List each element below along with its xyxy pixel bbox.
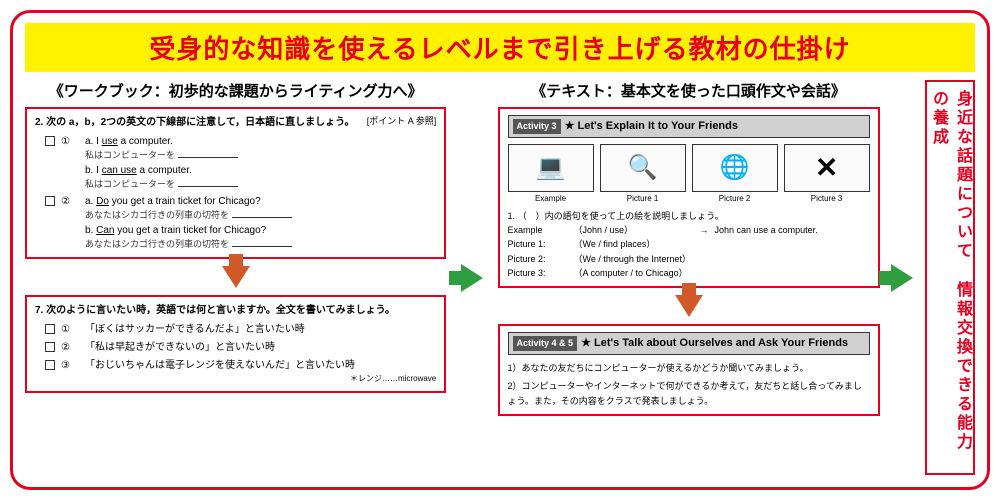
q7-1-num: ① <box>61 322 79 337</box>
q7-instruction: 次のように言いたい時，英語では何と言いますか。全文を書いてみましょう。 <box>46 305 395 316</box>
left-subtitle: 《ワークブック：初歩的な課題からライティング力へ》 <box>25 80 446 101</box>
right-subtitle: 《テキスト：基本文を使った口頭作文や会話》 <box>498 80 880 101</box>
pic-label-1: Picture 1 <box>600 193 686 205</box>
left-column: 《ワークブック：初歩的な課題からライティング力へ》 2. 次の a，b，2つの英… <box>25 80 446 475</box>
q2-2a-en: Do you get a train ticket for Chicago? <box>96 196 261 207</box>
q2-1a-en: I use a computer. <box>96 136 173 147</box>
right-column: 《テキスト：基本文を使った口頭作文や会話》 Activity 3 ★ Let's… <box>498 80 880 475</box>
p3-label: Picture 3: <box>508 266 568 280</box>
q2-1a-jp: 私はコンピューターを <box>85 150 175 160</box>
activity3-body: 1. （ ）内の語句を使って上の絵を説明しましょう。 Example （John… <box>508 209 870 281</box>
q7-3-text: 「おじいちゃんは電子レンジを使えないんだ」と言いたい時 <box>85 360 355 371</box>
down-arrow-left <box>25 259 446 295</box>
q2-instruction: 次の a，b，2つの英文の下線部に注意して，日本語に直しましょう。 <box>46 117 354 128</box>
checkbox-icon[interactable] <box>45 342 55 352</box>
pic-label-0: Example <box>508 193 594 205</box>
rightmost-arrow-col <box>888 80 917 475</box>
act45-l1-num: 1） <box>508 363 522 373</box>
title-banner: 受身的な知識を使えるレベルまで引き上げる教材の仕掛け <box>25 23 975 72</box>
q2-header: 2. 次の a，b，2つの英文の下線部に注意して，日本語に直しましょう。 [ポイ… <box>35 115 436 130</box>
q2-num: 2. <box>35 117 43 128</box>
activity3-title: ★ Let's Explain It to Your Friends <box>565 118 738 135</box>
q2-item-2: ② a. Do you get a train ticket for Chica… <box>45 194 436 251</box>
workbook-box-2: 7. 次のように言いたい時，英語では何と言いますか。全文を書いてみましょう。 ①… <box>25 295 446 393</box>
blank-line[interactable] <box>178 149 238 158</box>
checkbox-icon[interactable] <box>45 324 55 334</box>
blank-line[interactable] <box>232 209 292 218</box>
activity45-header: Activity 4 & 5 ★ Let's Talk about Oursel… <box>508 332 870 355</box>
p1-hint: （We / find places） <box>574 237 656 251</box>
q2-point: [ポイント A 参照] <box>367 115 437 130</box>
q2-2b-en: Can you get a train ticket for Chicago? <box>96 225 266 236</box>
q2-item1-num: ① <box>61 134 79 149</box>
vertical-goal-text: 身近な話題について 情報交換できる能力の養成 <box>926 90 974 465</box>
p3-hint: （A computer / to Chicago） <box>574 266 688 280</box>
vertical-goal-box: 身近な話題について 情報交換できる能力の養成 <box>925 80 975 475</box>
act45-l1-text: あなたの友だちにコンピューターが使えるかどうか聞いてみましょう。 <box>522 363 809 373</box>
textbook-box-2: Activity 4 & 5 ★ Let's Talk about Oursel… <box>498 324 880 416</box>
blank-line[interactable] <box>232 238 292 247</box>
arrow-right-icon <box>461 264 483 292</box>
q7-3-note: ＊レンジ……microwave <box>350 373 436 385</box>
q7-1-text: 「ぼくはサッカーができるんだよ」と言いたい時 <box>85 322 436 337</box>
example-label: Example <box>508 223 568 237</box>
p1-label: Picture 1: <box>508 237 568 251</box>
activity45-tab: Activity 4 & 5 <box>513 336 578 352</box>
q7-2-num: ② <box>61 340 79 355</box>
checkbox-icon[interactable] <box>45 360 55 370</box>
q2-2a-jp: あなたはシカゴ行きの列車の切符を <box>85 210 229 220</box>
picture-row: 💻Example 🔍Picture 1 🌐Picture 2 ✕Picture … <box>508 144 870 205</box>
act3-line1-num: 1. <box>508 211 516 221</box>
q7-item-1: ① 「ぼくはサッカーができるんだよ」と言いたい時 <box>45 322 436 337</box>
example-hint: （John / use） <box>574 223 694 237</box>
q2-2b-jp: あなたはシカゴ行きの列車の切符を <box>85 239 229 249</box>
pic-example: 💻 <box>508 144 594 192</box>
q2-1b-jp: 私はコンピューターを <box>85 179 175 189</box>
q2-item-1: ① a. I use a computer. 私はコンピューターを b. I c… <box>45 134 436 191</box>
checkbox-icon[interactable] <box>45 196 55 206</box>
pic-1: 🔍 <box>600 144 686 192</box>
arrow-down-icon <box>222 266 250 288</box>
act45-l2-num: 2） <box>508 381 522 391</box>
outer-frame: 受身的な知識を使えるレベルまで引き上げる教材の仕掛け 《ワークブック：初歩的な課… <box>10 10 990 490</box>
q7-num: 7. <box>35 305 43 316</box>
q2-item2-num: ② <box>61 194 79 209</box>
pic-label-3: Picture 3 <box>784 193 870 205</box>
pic-3: ✕ <box>784 144 870 192</box>
q7-header: 7. 次のように言いたい時，英語では何と言いますか。全文を書いてみましょう。 <box>35 303 436 318</box>
arrow-right-icon <box>891 264 913 292</box>
p2-label: Picture 2: <box>508 252 568 266</box>
activity45-body: 1）あなたの友だちにコンピューターが使えるかどうか聞いてみましょう。 2）コンピ… <box>508 361 870 408</box>
arrow-down-icon <box>675 295 703 317</box>
down-arrow-right <box>498 288 880 324</box>
blank-line[interactable] <box>178 178 238 187</box>
p2-hint: （We / through the Internet） <box>574 252 691 266</box>
activity3-header: Activity 3 ★ Let's Explain It to Your Fr… <box>508 115 870 138</box>
workbook-box-1: 2. 次の a，b，2つの英文の下線部に注意して，日本語に直しましょう。 [ポイ… <box>25 107 446 259</box>
act3-line1: （ ）内の語句を使って上の絵を説明しましょう。 <box>518 211 724 221</box>
textbook-box-1: Activity 3 ★ Let's Explain It to Your Fr… <box>498 107 880 288</box>
pic-2: 🌐 <box>692 144 778 192</box>
q7-item-2: ② 「私は早起きができないの」と言いたい時 <box>45 340 436 355</box>
pic-label-2: Picture 2 <box>692 193 778 205</box>
q2-1b-en: I can use a computer. <box>96 165 192 176</box>
q7-2-text: 「私は早起きができないの」と言いたい時 <box>85 340 436 355</box>
example-result: John can use a computer. <box>715 223 818 237</box>
activity45-title: ★ Let's Talk about Ourselves and Ask You… <box>581 335 848 352</box>
q7-item-3: ③ 「おじいちゃんは電子レンジを使えないんだ」と言いたい時 ＊レンジ……micr… <box>45 358 436 385</box>
checkbox-icon[interactable] <box>45 136 55 146</box>
q7-3-num: ③ <box>61 358 79 373</box>
mid-arrow-col <box>454 80 489 475</box>
activity3-tab: Activity 3 <box>513 119 561 135</box>
act45-l2-text: コンピューターやインターネットで何ができるか考えて，友だちと話し合ってみましょう… <box>508 381 862 405</box>
main-columns: 《ワークブック：初歩的な課題からライティング力へ》 2. 次の a，b，2つの英… <box>25 80 975 475</box>
